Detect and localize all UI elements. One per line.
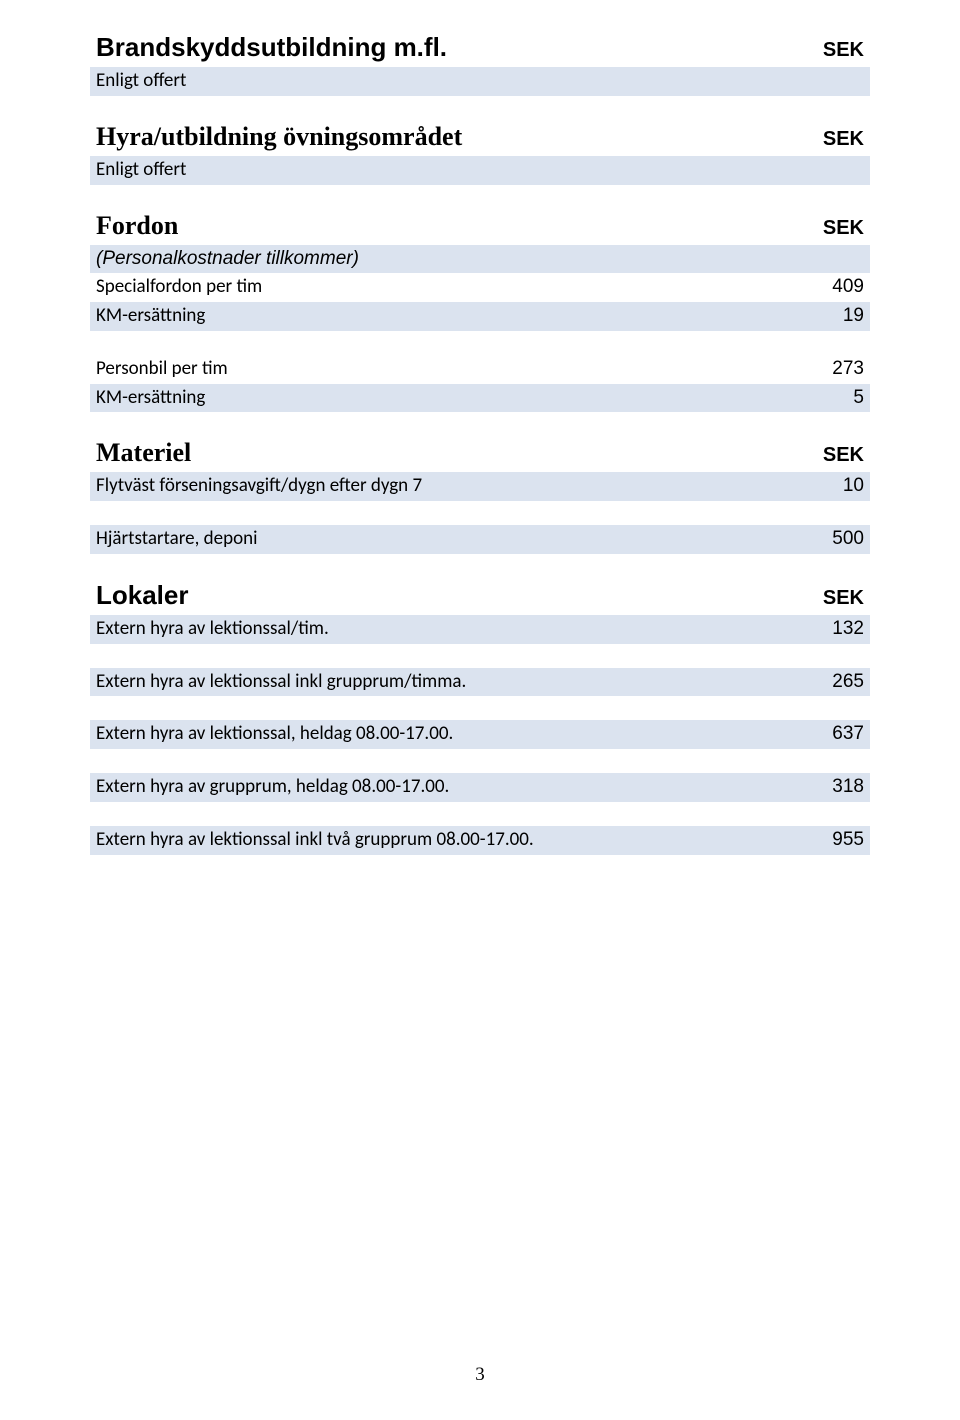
table-row: Extern hyra av lektionssal, heldag 08.00… [90,720,870,749]
cell-value: 132 [832,617,864,641]
spacer [90,412,870,436]
heading-lokaler-title: Lokaler [96,580,189,611]
cell-value: 19 [843,304,864,328]
cell-value: 955 [832,828,864,852]
spacer [90,96,870,120]
table-row: Personbil per tim 273 [90,355,870,384]
heading-hyra: Hyra/utbildning övningsområdet SEK [90,120,870,156]
spacer [90,554,870,578]
table-row: Extern hyra av lektionssal inkl grupprum… [90,668,870,697]
cell-label: Flytväst förseningsavgift/dygn efter dyg… [96,474,843,498]
cell-value: 637 [832,722,864,746]
fordon-subnote: (Personalkostnader tillkommer) [96,247,864,271]
heading-lokaler: Lokaler SEK [90,578,870,615]
spacer [90,749,870,773]
cell-value: 5 [853,386,864,410]
table-row: Extern hyra av lektionssal inkl två grup… [90,826,870,855]
page: Brandskyddsutbildning m.fl. SEK Enligt o… [0,0,960,1420]
cell-label: Hjärtstartare, deponi [96,527,832,551]
cell-value: 409 [832,275,864,299]
heading-materiel-sek: SEK [823,444,864,467]
spacer [90,802,870,826]
table-row: Hjärtstartare, deponi 500 [90,525,870,554]
cell-label: Extern hyra av lektionssal/tim. [96,617,832,641]
cell-value: 318 [832,775,864,799]
heading-brand: Brandskyddsutbildning m.fl. SEK [90,30,870,67]
heading-materiel-title: Materiel [96,438,191,468]
heading-lokaler-sek: SEK [823,587,864,610]
spacer [90,696,870,720]
table-row: KM-ersättning 5 [90,384,870,413]
cell-label: KM-ersättning [96,304,843,328]
heading-hyra-title: Hyra/utbildning övningsområdet [96,122,462,152]
brand-note: Enligt offert [96,69,864,93]
table-row: Specialfordon per tim 409 [90,273,870,302]
cell-value: 500 [832,527,864,551]
table-row: Flytväst förseningsavgift/dygn efter dyg… [90,472,870,501]
cell-label: Extern hyra av grupprum, heldag 08.00-17… [96,775,832,799]
heading-brand-title: Brandskyddsutbildning m.fl. [96,32,447,63]
cell-label: Extern hyra av lektionssal inkl två grup… [96,828,832,852]
cell-label: Specialfordon per tim [96,275,832,299]
heading-fordon-sek: SEK [823,217,864,240]
spacer [90,501,870,525]
cell-label: Extern hyra av lektionssal, heldag 08.00… [96,722,832,746]
cell-label: Personbil per tim [96,357,832,381]
row-brand-note: Enligt offert [90,67,870,96]
table-row: KM-ersättning 19 [90,302,870,331]
heading-brand-sek: SEK [823,39,864,62]
row-fordon-subnote: (Personalkostnader tillkommer) [90,245,870,274]
hyra-note: Enligt offert [96,158,864,182]
spacer [90,185,870,209]
heading-hyra-sek: SEK [823,128,864,151]
spacer [90,331,870,355]
table-row: Extern hyra av grupprum, heldag 08.00-17… [90,773,870,802]
page-number: 3 [0,1364,960,1386]
cell-label: Extern hyra av lektionssal inkl grupprum… [96,670,832,694]
heading-fordon: Fordon SEK [90,209,870,245]
heading-fordon-title: Fordon [96,211,178,241]
cell-value: 265 [832,670,864,694]
spacer [90,644,870,668]
cell-value: 273 [832,357,864,381]
heading-materiel: Materiel SEK [90,436,870,472]
cell-label: KM-ersättning [96,386,853,410]
row-hyra-note: Enligt offert [90,156,870,185]
table-row: Extern hyra av lektionssal/tim. 132 [90,615,870,644]
cell-value: 10 [843,474,864,498]
